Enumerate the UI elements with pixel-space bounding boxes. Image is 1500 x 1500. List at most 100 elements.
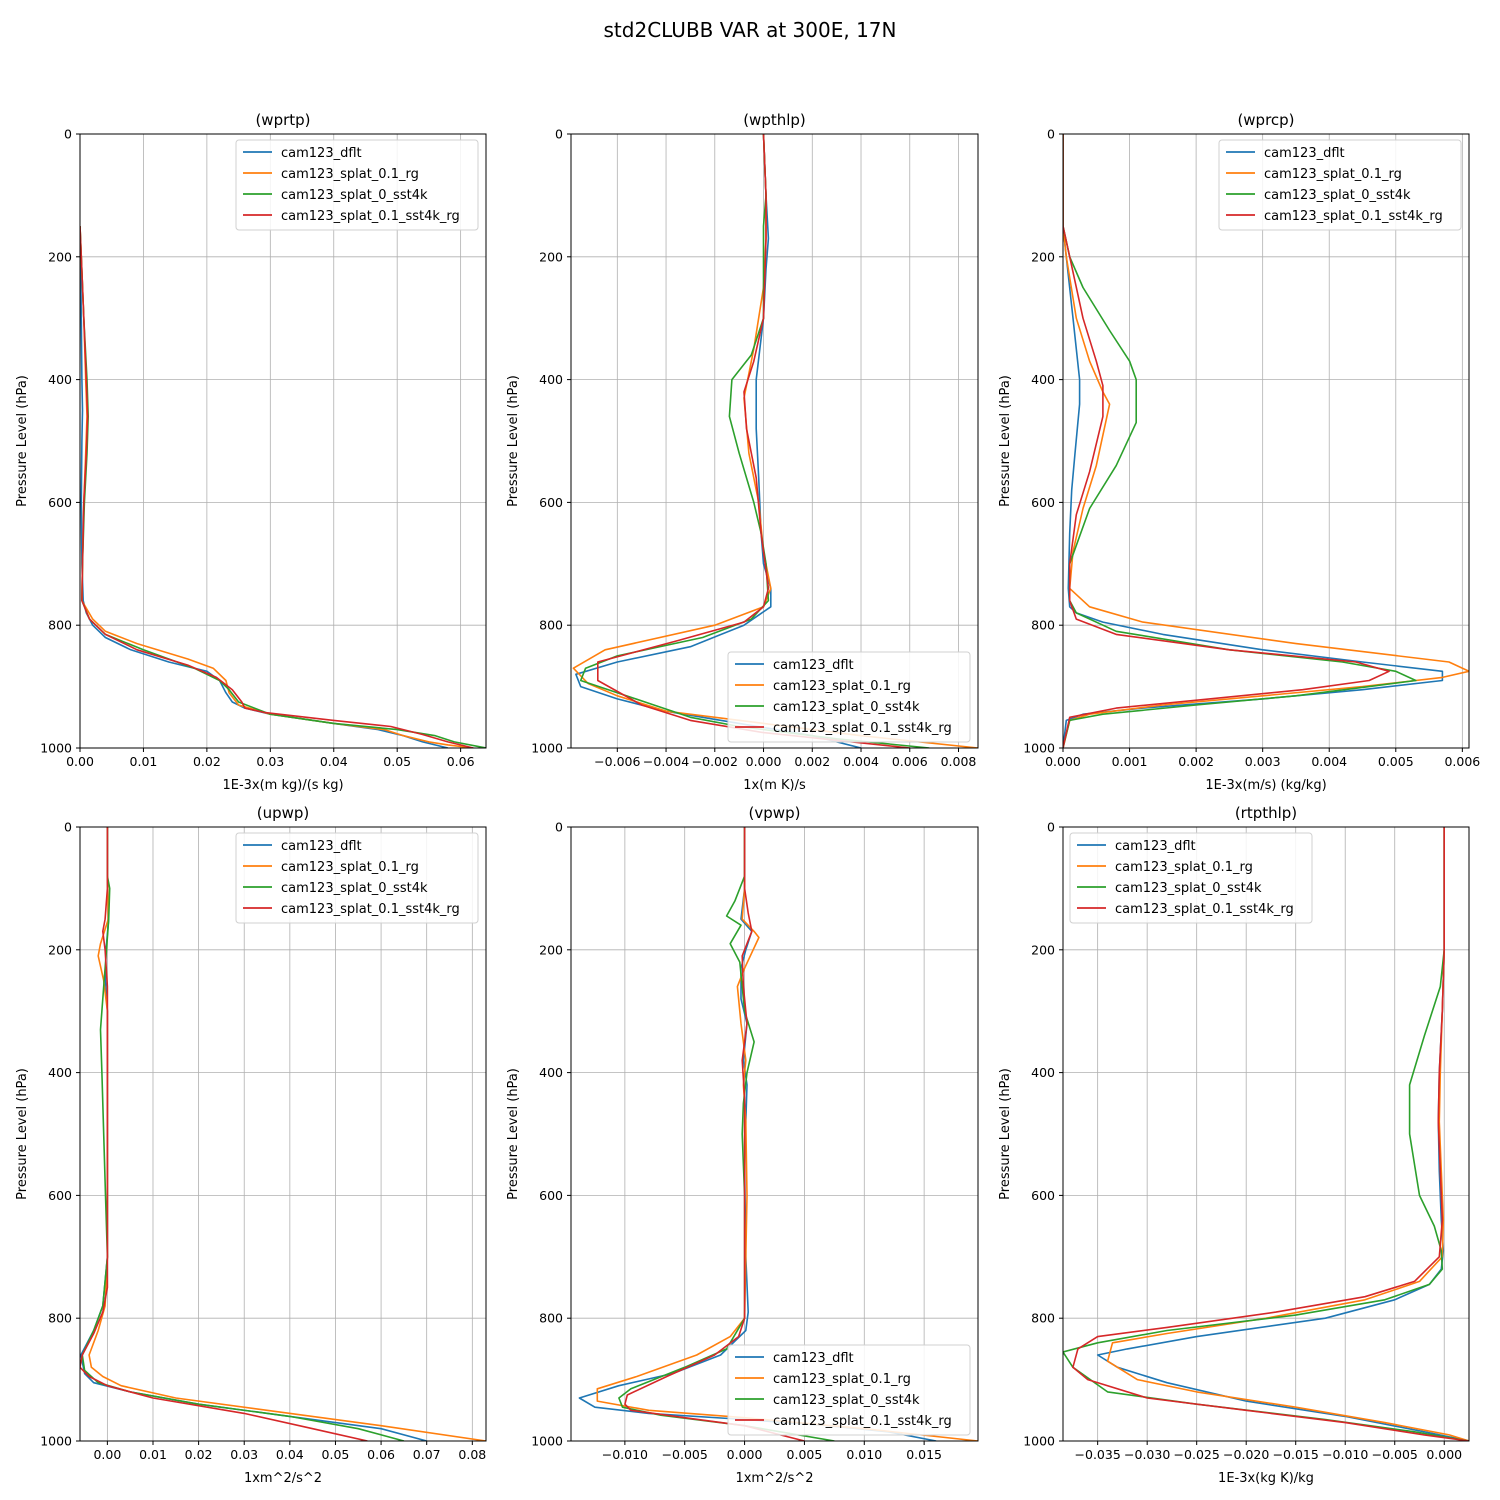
legend-label: cam123_splat_0_sst4k bbox=[281, 881, 428, 896]
x-tick-label: 0.000 bbox=[1045, 754, 1081, 769]
subplot-title: (wprcp) bbox=[1237, 111, 1294, 129]
legend-label: cam123_dflt bbox=[773, 658, 854, 673]
y-tick-label: 800 bbox=[1031, 1311, 1055, 1326]
series-group bbox=[80, 827, 486, 1441]
y-tick-label: 600 bbox=[539, 495, 563, 510]
x-axis-label: 1x(m K)/s bbox=[743, 778, 806, 793]
y-tick-label: 0 bbox=[64, 127, 72, 142]
legend: cam123_dflt cam123_splat_0.1_rg cam123_spl… bbox=[1218, 139, 1462, 231]
y-axis-label: Pressure Level (hPa) bbox=[15, 1068, 30, 1200]
legend-box bbox=[1218, 139, 1462, 231]
y-tick-label: 200 bbox=[539, 249, 563, 264]
subplot-title: (wprtp) bbox=[255, 111, 310, 129]
plot-frame bbox=[1062, 133, 1470, 749]
subplot-rtpthlp: −0.035 −0.030 −0.025 −0.020 −0.015 −0.010 −0.0… bbox=[998, 804, 1470, 1486]
y-tick-label: 800 bbox=[539, 1311, 563, 1326]
legend-label: cam123_splat_0.1_sst4k_rg bbox=[773, 721, 952, 736]
x-tick-label: −0.010 bbox=[1322, 1447, 1368, 1462]
x-tick-label: 0.06 bbox=[367, 1447, 395, 1462]
legend-label: cam123_splat_0.1_rg bbox=[773, 679, 911, 694]
series-line-cam123_splat_0.1_rg bbox=[1106, 827, 1469, 1441]
series-line-cam123_splat_0.1_sst4k_rg bbox=[1063, 134, 1390, 748]
plot-frame bbox=[79, 826, 487, 1442]
legend-label: cam123_dflt bbox=[281, 839, 362, 854]
y-tick-label: 600 bbox=[1031, 1188, 1055, 1203]
subplot-title: (upwp) bbox=[257, 804, 310, 822]
x-axis-label: 1xm^2/s^2 bbox=[244, 1471, 322, 1486]
y-tick-label: 200 bbox=[48, 249, 72, 264]
series-line-cam123_splat_0_sst4k bbox=[618, 827, 835, 1441]
legend-label: cam123_splat_0.1_sst4k_rg bbox=[773, 1414, 952, 1429]
legend-box bbox=[235, 139, 479, 231]
x-tick-label: 0.02 bbox=[193, 754, 221, 769]
y-tick-label: 800 bbox=[48, 1311, 72, 1326]
y-axis-label: Pressure Level (hPa) bbox=[998, 375, 1013, 507]
legend-label: cam123_splat_0.1_sst4k_rg bbox=[281, 902, 460, 917]
x-tick-label: 0.000 bbox=[746, 754, 782, 769]
x-tick-label: 0.000 bbox=[1426, 1447, 1462, 1462]
y-tick-label: 800 bbox=[1031, 618, 1055, 633]
y-axis-label: Pressure Level (hPa) bbox=[998, 1068, 1013, 1200]
legend: cam123_dflt cam123_splat_0.1_rg cam123_spl… bbox=[235, 832, 479, 924]
legend-label: cam123_dflt bbox=[1115, 839, 1196, 854]
plot-frame bbox=[570, 826, 979, 1442]
y-tick-label: 600 bbox=[539, 1188, 563, 1203]
y-tick-label: 1000 bbox=[531, 741, 563, 756]
series-line-cam123_splat_0_sst4k bbox=[1063, 134, 1417, 748]
y-tick-label: 600 bbox=[48, 495, 72, 510]
x-tick-label: −0.004 bbox=[643, 754, 689, 769]
subplot-wprcp: 0.000 0.001 0.002 0.003 0.004 0.005 0.006 0 200 4… bbox=[998, 111, 1480, 793]
series-line-cam123_splat_0.1_rg bbox=[80, 226, 474, 748]
x-axis-label: 1xm^2/s^2 bbox=[735, 1471, 813, 1486]
x-tick-label: 0.00 bbox=[93, 1447, 121, 1462]
x-tick-label: 0.02 bbox=[185, 1447, 213, 1462]
y-tick-label: 600 bbox=[1031, 495, 1055, 510]
legend-label: cam123_splat_0.1_rg bbox=[1264, 167, 1402, 182]
legend-label: cam123_splat_0_sst4k bbox=[773, 1393, 920, 1408]
legend-box bbox=[235, 832, 479, 924]
x-tick-label: 0.004 bbox=[1311, 754, 1347, 769]
subplot-title: (vpwp) bbox=[749, 804, 801, 822]
subplot-upwp: 0.00 0.01 0.02 0.03 0.04 0.05 0.06 0.07 0.08 0 200… bbox=[15, 804, 487, 1486]
y-tick-label: 400 bbox=[1031, 372, 1055, 387]
legend-label: cam123_dflt bbox=[281, 146, 362, 161]
series-line-cam123_splat_0.1_rg bbox=[88, 827, 486, 1441]
x-tick-label: 0.00 bbox=[66, 754, 94, 769]
plot-frame bbox=[1062, 826, 1470, 1442]
y-tick-label: 200 bbox=[539, 942, 563, 957]
y-tick-label: 600 bbox=[48, 1188, 72, 1203]
x-tick-label: −0.010 bbox=[602, 1447, 648, 1462]
x-tick-label: 0.004 bbox=[843, 754, 879, 769]
y-tick-label: 400 bbox=[539, 372, 563, 387]
legend: cam123_dflt cam123_splat_0.1_rg cam123_spl… bbox=[1069, 832, 1313, 924]
subplot-wpthlp: −0.006 −0.004 −0.002 0.000 0.002 0.004 0.006 0.… bbox=[506, 111, 979, 793]
legend-label: cam123_splat_0.1_sst4k_rg bbox=[1115, 902, 1294, 917]
legend-label: cam123_splat_0_sst4k bbox=[1115, 881, 1262, 896]
x-tick-label: 0.07 bbox=[413, 1447, 441, 1462]
x-tick-label: −0.005 bbox=[1372, 1447, 1418, 1462]
legend: cam123_dflt cam123_splat_0.1_rg cam123_spl… bbox=[727, 1344, 971, 1436]
series-group bbox=[1063, 134, 1469, 748]
subplot-title: (rtpthlp) bbox=[1235, 804, 1297, 822]
x-tick-label: 0.03 bbox=[256, 754, 284, 769]
x-tick-label: −0.035 bbox=[1075, 1447, 1121, 1462]
legend-label: cam123_splat_0.1_rg bbox=[281, 860, 419, 875]
x-tick-label: 0.002 bbox=[1178, 754, 1214, 769]
x-tick-label: 0.008 bbox=[941, 754, 977, 769]
x-tick-label: 0.03 bbox=[230, 1447, 258, 1462]
x-tick-label: −0.002 bbox=[692, 754, 738, 769]
x-tick-label: −0.020 bbox=[1223, 1447, 1269, 1462]
y-tick-label: 1000 bbox=[1023, 1434, 1055, 1449]
x-tick-label: −0.030 bbox=[1124, 1447, 1170, 1462]
x-tick-label: 0.05 bbox=[322, 1447, 350, 1462]
legend-label: cam123_splat_0_sst4k bbox=[773, 700, 920, 715]
x-tick-label: 0.01 bbox=[130, 754, 158, 769]
x-tick-label: −0.015 bbox=[1273, 1447, 1319, 1462]
legend-label: cam123_splat_0_sst4k bbox=[281, 188, 428, 203]
legend-box bbox=[727, 651, 971, 743]
y-axis-label: Pressure Level (hPa) bbox=[15, 375, 30, 507]
series-line-cam123_splat_0.1_rg bbox=[1063, 134, 1469, 748]
series-line-cam123_splat_0.1_sst4k_rg bbox=[596, 134, 910, 748]
x-tick-label: 0.015 bbox=[906, 1447, 942, 1462]
